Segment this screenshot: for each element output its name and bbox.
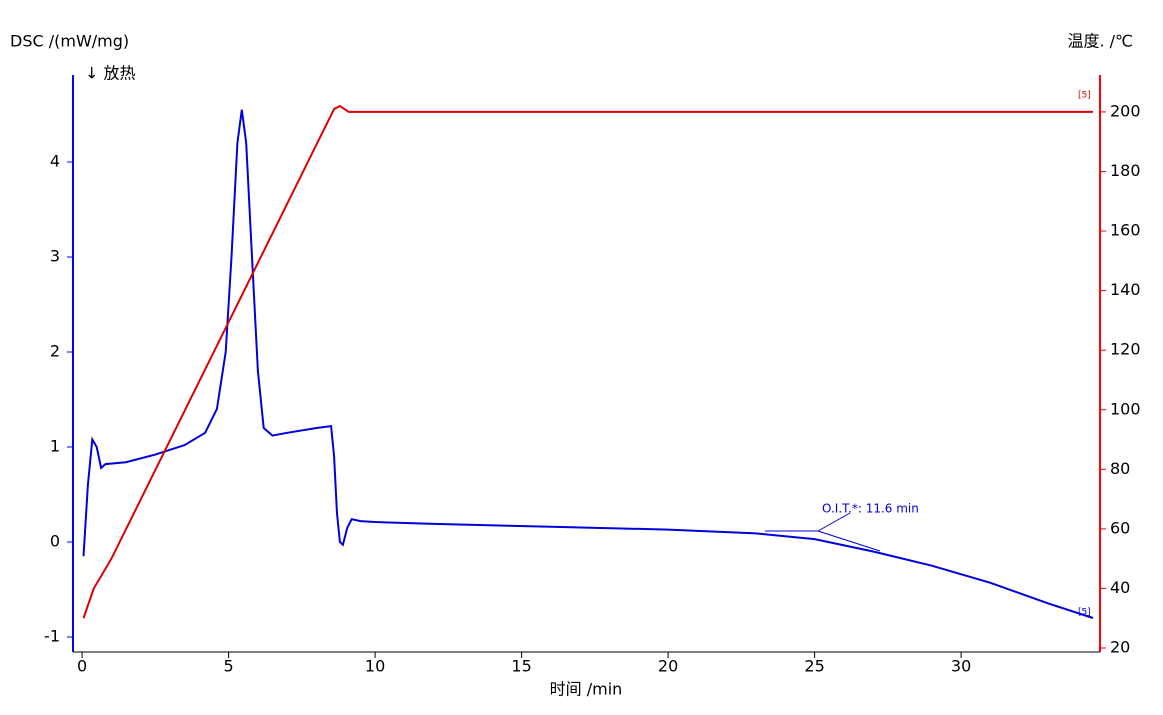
- y-tick-label: 2: [50, 342, 60, 361]
- annotation-line: [817, 512, 851, 532]
- y2-tick-label: 180: [1110, 161, 1141, 180]
- y-axis-label: DSC /(mW/mg): [10, 32, 129, 51]
- x-tick-label: 15: [511, 657, 531, 676]
- data-line: [82, 104, 1093, 619]
- y2-tick-label: 20: [1110, 638, 1130, 657]
- y2-tick-label: 160: [1110, 221, 1141, 240]
- x-tick-label: 5: [223, 657, 233, 676]
- y-tick-label: 3: [50, 247, 60, 266]
- x-tick-label: 10: [365, 657, 385, 676]
- y-tick-label: 1: [50, 437, 60, 456]
- data-line: [82, 109, 1094, 619]
- annotation: [5]: [1078, 91, 1091, 101]
- y-axis-sublabel: ↓ 放热: [85, 64, 136, 83]
- y2-tick-label: 140: [1110, 280, 1141, 299]
- y2-tick-label: 200: [1110, 101, 1141, 120]
- y-tick-label: 0: [50, 531, 60, 550]
- annotation-line: [817, 530, 881, 552]
- y-tick-label: 4: [50, 152, 60, 171]
- y-tick-label: -1: [44, 626, 60, 645]
- y2-tick-label: 100: [1110, 399, 1141, 418]
- annotation: O.I.T.*: 11.6 min: [822, 502, 919, 516]
- x-tick-label: 30: [951, 657, 971, 676]
- annotation: [5]: [1078, 608, 1091, 618]
- x-tick-label: 25: [804, 657, 824, 676]
- x-tick-label: 0: [77, 657, 87, 676]
- y2-tick-label: 120: [1110, 340, 1141, 359]
- x-tick-label: 20: [658, 657, 678, 676]
- y2-axis-label: 温度. /℃: [1067, 32, 1133, 51]
- y2-tick-label: 60: [1110, 518, 1130, 537]
- x-axis-label: 时间 /min: [550, 680, 623, 699]
- y2-tick-label: 80: [1110, 459, 1130, 478]
- y2-tick-label: 40: [1110, 578, 1130, 597]
